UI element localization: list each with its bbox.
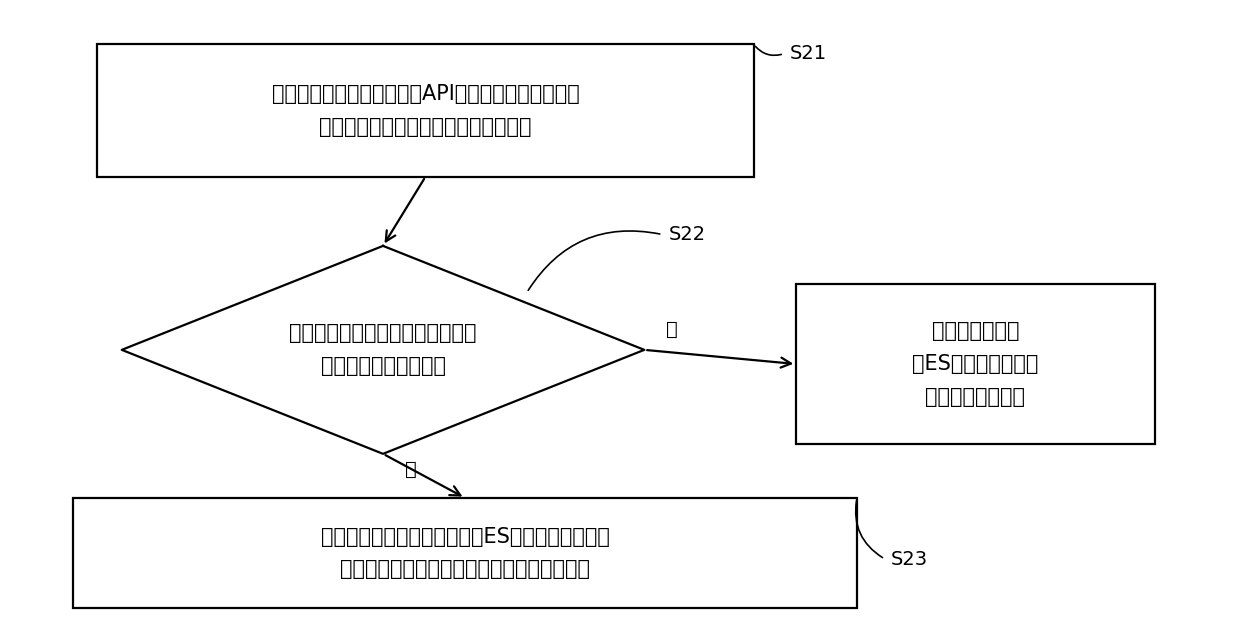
Polygon shape <box>122 246 645 454</box>
Text: 是: 是 <box>666 320 678 338</box>
Text: 利用所述行政区划编码在所述ES地址库中搜索预设
数量的与所述地址参数匹配度较高的地址节点: 利用所述行政区划编码在所述ES地址库中搜索预设 数量的与所述地址参数匹配度较高的… <box>321 527 610 579</box>
FancyBboxPatch shape <box>73 498 857 608</box>
Text: S23: S23 <box>892 550 928 568</box>
FancyBboxPatch shape <box>98 44 754 177</box>
Text: 判断所述地址等级对应字段是否为
省、市、区县或未知？: 判断所述地址等级对应字段是否为 省、市、区县或未知？ <box>289 323 477 376</box>
FancyBboxPatch shape <box>796 284 1154 444</box>
Text: S22: S22 <box>668 225 706 244</box>
Text: S21: S21 <box>790 44 827 63</box>
Text: 否: 否 <box>405 460 417 479</box>
Text: 调用高德开放平台地址编码API，获取所述地址参数所
属的行政区划编码、经纬度及地址等级: 调用高德开放平台地址编码API，获取所述地址参数所 属的行政区划编码、经纬度及地… <box>272 84 579 137</box>
Text: 利用中文分词法
在ES地址库中搜索预
设数量的地址节点: 利用中文分词法 在ES地址库中搜索预 设数量的地址节点 <box>913 322 1039 407</box>
